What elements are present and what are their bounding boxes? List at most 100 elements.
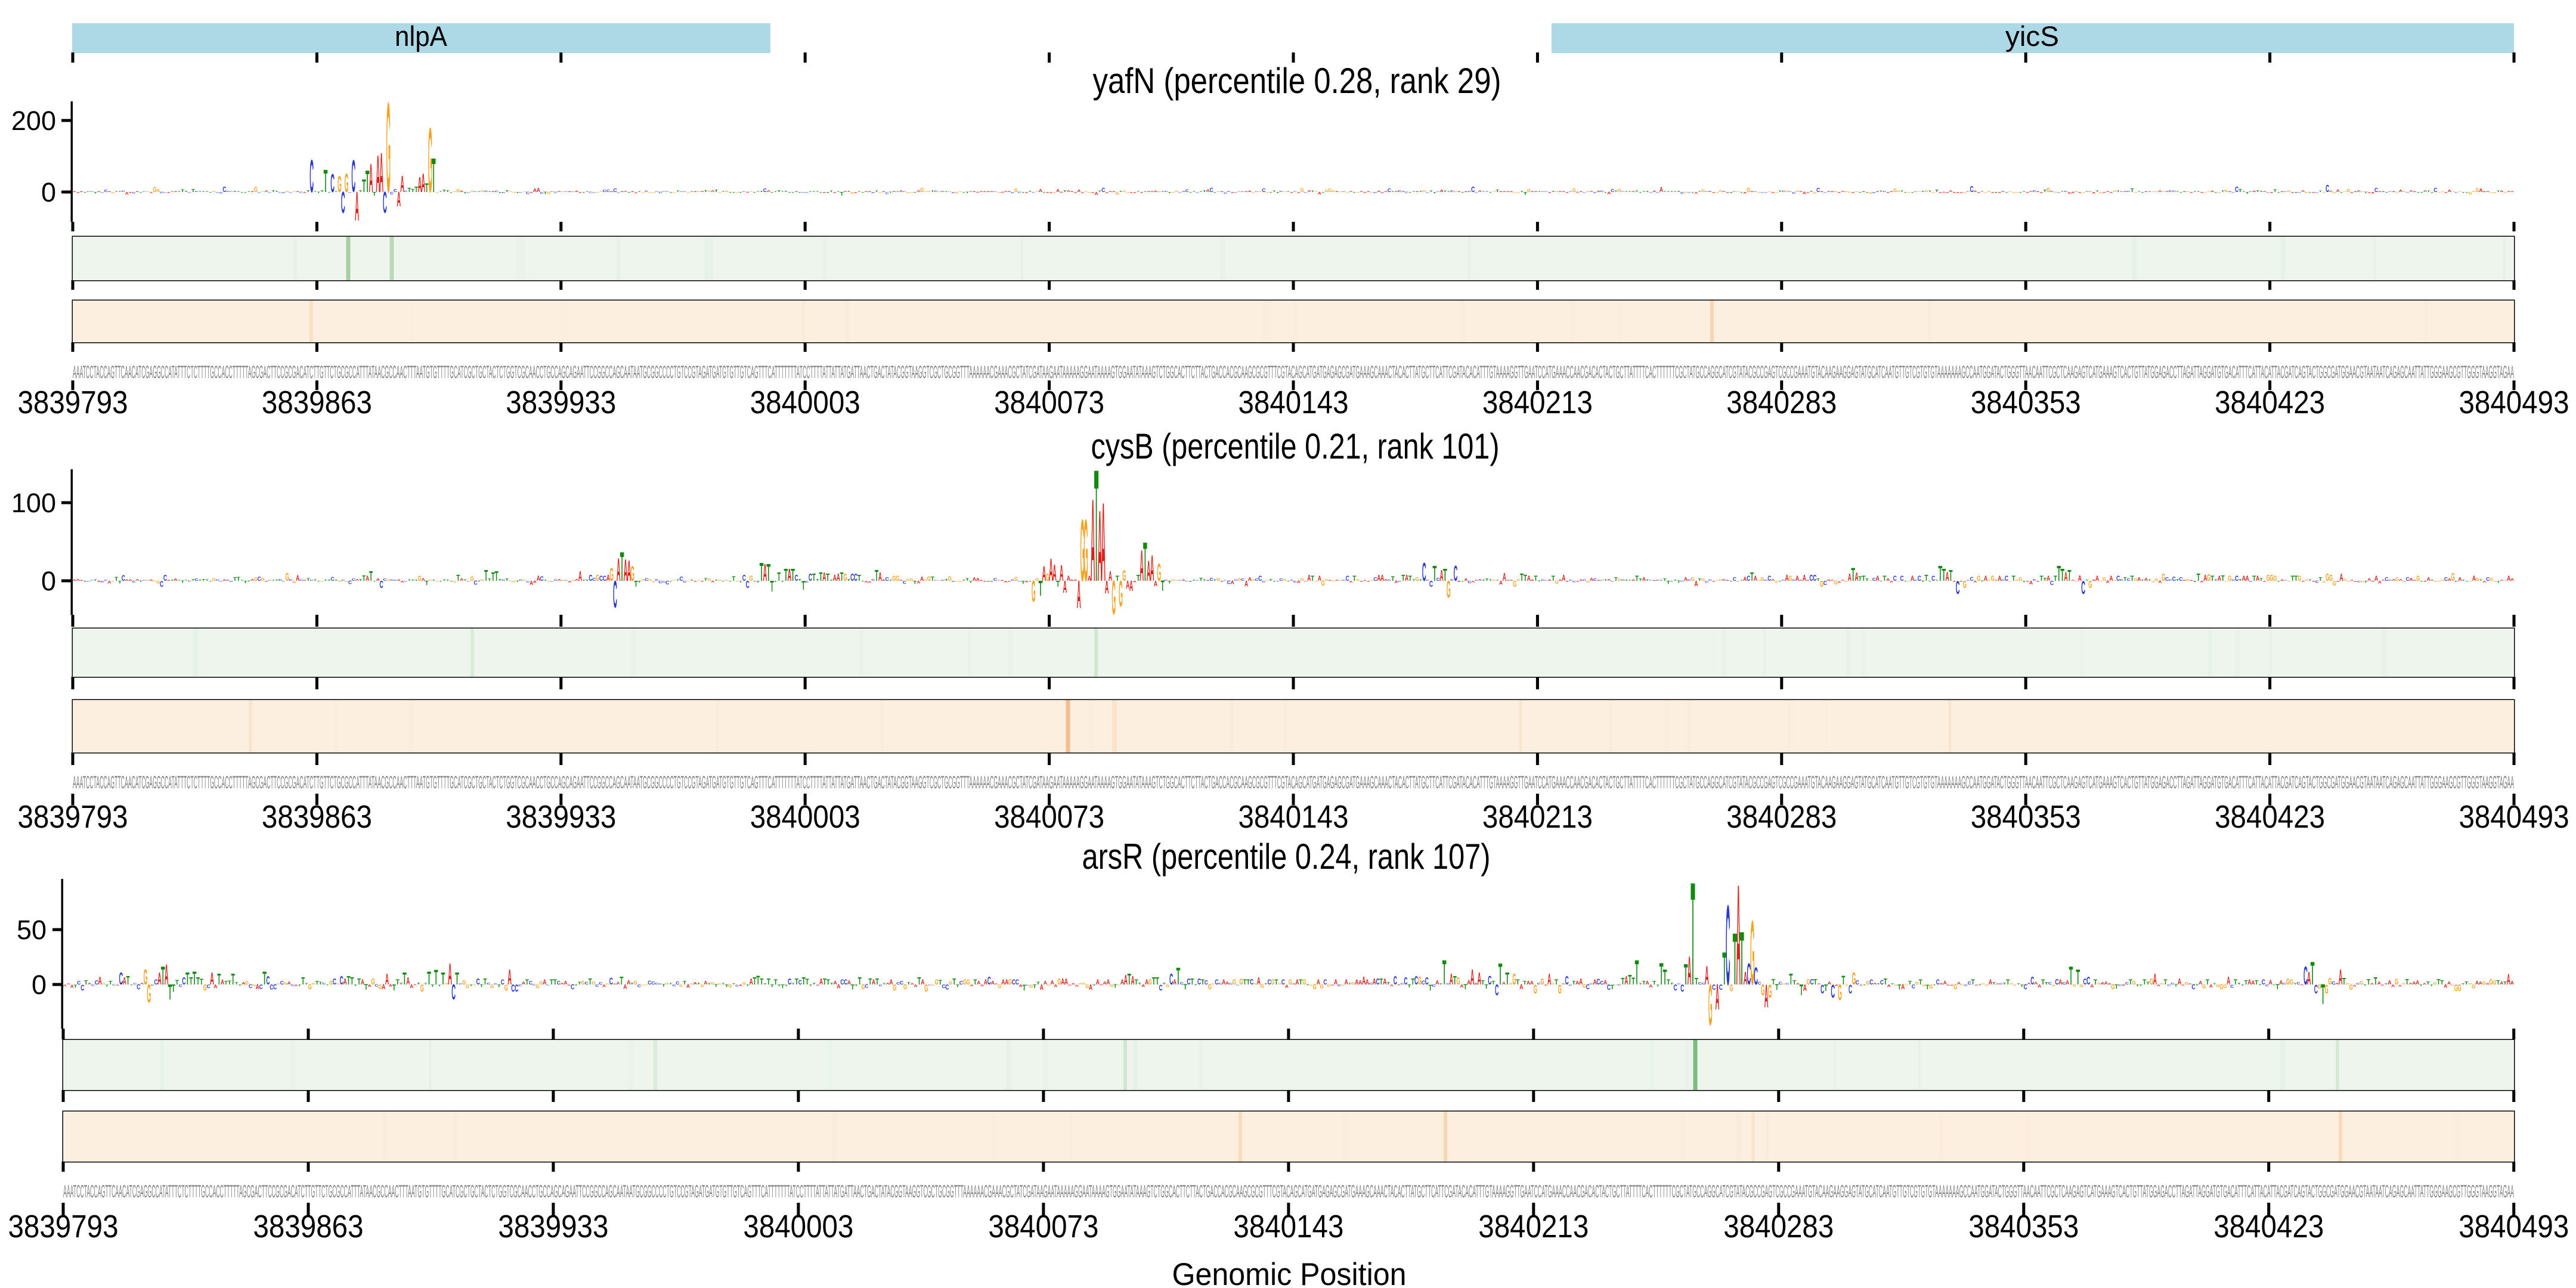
svg-text:T: T: [2259, 190, 2264, 193]
svg-text:G: G: [2361, 581, 2364, 583]
svg-text:A: A: [1440, 189, 1444, 193]
svg-text:T: T: [407, 579, 411, 581]
svg-text:T: T: [411, 580, 415, 581]
svg-text:A: A: [1530, 980, 1534, 986]
svg-text:G: G: [2073, 984, 2076, 987]
svg-text:T: T: [477, 580, 481, 582]
svg-text:T: T: [732, 576, 736, 583]
svg-text:T: T: [317, 580, 321, 581]
svg-text:T: T: [2129, 979, 2133, 986]
svg-text:T: T: [2427, 190, 2431, 193]
svg-text:G: G: [1148, 979, 1152, 987]
svg-text:G: G: [592, 980, 595, 986]
svg-text:T: T: [1523, 980, 1527, 986]
svg-text:A: A: [795, 191, 799, 192]
svg-text:C: C: [1621, 191, 1626, 192]
svg-text:G: G: [386, 579, 390, 581]
svg-text:A: A: [1140, 192, 1144, 193]
svg-text:T: T: [2022, 191, 2026, 192]
svg-text:A: A: [1129, 577, 1133, 594]
svg-text:G: G: [725, 580, 729, 581]
svg-text:A: A: [1054, 984, 1058, 989]
svg-text:A: A: [1509, 580, 1513, 581]
svg-text:A: A: [1052, 561, 1057, 587]
svg-text:G: G: [1513, 192, 1517, 193]
svg-text:C: C: [599, 575, 603, 583]
svg-text:T: T: [1491, 980, 1496, 986]
svg-text:C: C: [2315, 192, 2320, 193]
svg-text:T: T: [1677, 580, 1680, 584]
svg-text:C: C: [132, 192, 136, 194]
svg-text:T: T: [1391, 575, 1395, 583]
svg-text:A: A: [1257, 976, 1261, 987]
svg-text:G: G: [252, 984, 256, 987]
svg-text:T: T: [1429, 983, 1433, 992]
svg-text:A: A: [1044, 980, 1048, 986]
svg-text:T: T: [1433, 562, 1437, 586]
svg-text:A: A: [296, 191, 300, 192]
svg-text:3840283: 3840283: [1726, 799, 1837, 835]
svg-text:T: T: [1921, 191, 1925, 193]
svg-text:T: T: [233, 577, 237, 582]
svg-text:G: G: [2489, 978, 2493, 986]
svg-text:G: G: [1237, 578, 1241, 582]
svg-text:C: C: [1813, 573, 1816, 583]
svg-text:C: C: [484, 190, 488, 193]
svg-text:T: T: [193, 968, 197, 989]
svg-text:G: G: [2185, 981, 2188, 986]
svg-text:A: A: [578, 192, 583, 193]
svg-text:A: A: [1089, 983, 1092, 992]
svg-text:T: T: [184, 580, 188, 581]
svg-text:C: C: [1698, 981, 1702, 985]
svg-text:A: A: [1363, 580, 1367, 581]
svg-text:T: T: [2252, 575, 2256, 583]
svg-text:T: T: [1419, 579, 1423, 581]
svg-text:A: A: [1220, 191, 1224, 192]
svg-text:T: T: [791, 983, 795, 985]
svg-text:G: G: [1761, 576, 1764, 582]
svg-text:C: C: [1956, 577, 1960, 598]
svg-text:G: G: [718, 580, 722, 581]
svg-text:C: C: [352, 578, 355, 582]
svg-text:T: T: [271, 580, 275, 581]
svg-text:A: A: [1330, 984, 1335, 986]
svg-text:A: A: [2071, 192, 2075, 194]
svg-text:A: A: [2078, 192, 2082, 193]
svg-text:T: T: [857, 191, 862, 192]
svg-text:T: T: [753, 976, 756, 987]
svg-text:T: T: [812, 191, 816, 192]
svg-text:G: G: [2433, 982, 2437, 986]
svg-text:A: A: [2279, 979, 2283, 986]
svg-text:G: G: [2207, 572, 2210, 583]
svg-text:C: C: [655, 578, 659, 581]
svg-text:C: C: [2005, 575, 2009, 583]
svg-text:A: A: [980, 580, 984, 581]
svg-text:C: C: [2326, 183, 2329, 194]
svg-text:C: C: [557, 980, 561, 986]
svg-text:T: T: [543, 191, 547, 195]
svg-text:yicS: yicS: [2005, 20, 2059, 52]
svg-text:A: A: [868, 581, 871, 584]
svg-text:T: T: [306, 190, 311, 193]
svg-text:G: G: [924, 983, 928, 994]
svg-text:G: G: [596, 574, 599, 583]
svg-text:A: A: [88, 983, 91, 985]
svg-text:T: T: [826, 191, 830, 193]
svg-text:A: A: [1049, 192, 1053, 193]
svg-text:A: A: [2280, 191, 2284, 192]
svg-text:A: A: [1366, 979, 1370, 986]
svg-text:T: T: [2148, 191, 2152, 192]
svg-text:C: C: [526, 581, 530, 583]
svg-text:G: G: [144, 965, 148, 989]
svg-text:A: A: [1876, 191, 1880, 192]
svg-text:T: T: [1056, 579, 1060, 589]
svg-text:A: A: [167, 192, 171, 193]
svg-text:T: T: [973, 979, 977, 986]
svg-text:A: A: [606, 573, 610, 583]
svg-text:T: T: [851, 984, 854, 992]
svg-text:T: T: [1496, 190, 1499, 193]
svg-text:G: G: [1953, 984, 1957, 992]
svg-text:T: T: [1879, 580, 1883, 581]
svg-text:A: A: [2391, 984, 2395, 989]
svg-text:C: C: [1782, 580, 1786, 581]
